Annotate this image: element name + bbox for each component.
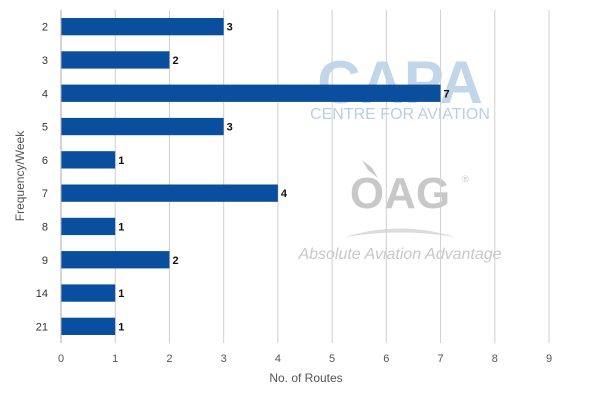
y-axis-title: Frequency/Week bbox=[13, 130, 27, 221]
y-tick-label: 4 bbox=[42, 88, 48, 100]
y-tick-labels: 2 3 4 5 6 7 8 9 14 21 bbox=[36, 22, 48, 334]
y-tick-label: 14 bbox=[36, 288, 48, 300]
data-label: 3 bbox=[227, 22, 233, 34]
y-tick-label: 3 bbox=[42, 55, 48, 67]
x-tick-labels: 0 1 2 3 4 5 6 7 8 9 bbox=[58, 353, 552, 365]
oag-tagline: Absolute Aviation Advantage bbox=[297, 246, 501, 263]
capa-tagline: CENTRE FOR AVIATION bbox=[310, 106, 490, 123]
oag-swoosh-icon bbox=[362, 160, 378, 178]
y-tick-label: 5 bbox=[42, 122, 48, 134]
bar bbox=[61, 317, 116, 336]
data-label: 1 bbox=[118, 321, 124, 333]
bar bbox=[61, 84, 441, 102]
bars bbox=[61, 17, 441, 336]
y-tick-label: 7 bbox=[42, 188, 48, 200]
x-tick-label: 0 bbox=[58, 353, 64, 365]
y-tick-label: 2 bbox=[42, 22, 48, 34]
bar bbox=[61, 251, 170, 269]
capa-logo-text: CAPA bbox=[317, 49, 483, 116]
bar bbox=[61, 217, 116, 236]
data-label: 1 bbox=[118, 155, 124, 167]
data-label: 4 bbox=[281, 188, 288, 200]
data-label: 3 bbox=[227, 122, 233, 134]
bar bbox=[61, 151, 116, 169]
data-label: 1 bbox=[118, 288, 124, 300]
oag-watermark: OAG ® Absolute Aviation Advantage bbox=[297, 160, 502, 263]
y-tick-label: 21 bbox=[36, 321, 48, 333]
bar bbox=[61, 117, 224, 136]
grid-lines bbox=[114, 10, 550, 343]
x-tick-label: 2 bbox=[166, 353, 172, 365]
oag-registered-mark: ® bbox=[462, 174, 469, 184]
y-tick-label: 6 bbox=[42, 155, 48, 167]
bar bbox=[61, 51, 170, 69]
x-tick-label: 8 bbox=[492, 353, 498, 365]
data-label: 7 bbox=[444, 88, 450, 100]
x-tick-label: 7 bbox=[437, 353, 443, 365]
y-tick-label: 8 bbox=[42, 221, 48, 233]
data-label: 2 bbox=[172, 255, 178, 267]
bar bbox=[61, 17, 224, 36]
x-axis-title: No. of Routes bbox=[269, 371, 342, 385]
data-label: 1 bbox=[118, 221, 124, 233]
x-tick-label: 1 bbox=[112, 353, 118, 365]
data-label: 2 bbox=[172, 55, 178, 67]
capa-watermark: CAPA CENTRE FOR AVIATION bbox=[310, 49, 490, 123]
x-tick-label: 9 bbox=[546, 353, 552, 365]
bar bbox=[61, 284, 116, 302]
bar bbox=[61, 184, 278, 202]
x-tick-label: 6 bbox=[383, 353, 389, 365]
x-tick-label: 3 bbox=[221, 353, 227, 365]
oag-logo-text: OAG bbox=[350, 169, 450, 218]
x-tick-label: 4 bbox=[275, 353, 281, 365]
x-tick-label: 5 bbox=[329, 353, 335, 365]
oag-divider-swoosh bbox=[345, 228, 455, 237]
data-labels: 3 2 7 3 1 4 1 2 1 1 bbox=[118, 22, 449, 334]
y-tick-label: 9 bbox=[42, 255, 48, 267]
